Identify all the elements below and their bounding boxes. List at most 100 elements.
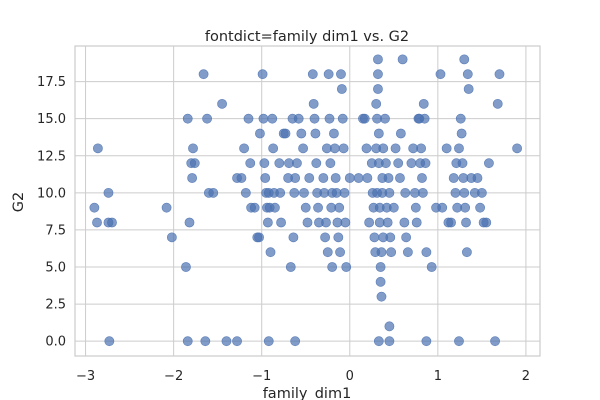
y-tick-label: 15.0 xyxy=(37,112,66,127)
scatter-point xyxy=(362,173,373,183)
scatter-point xyxy=(384,321,395,332)
scatter-point xyxy=(512,143,523,154)
scatter-point xyxy=(399,217,410,228)
scatter-point xyxy=(364,217,375,228)
scatter-point xyxy=(188,143,198,154)
scatter-point xyxy=(395,173,405,183)
y-tick-label: 2.5 xyxy=(45,298,66,313)
scatter-point xyxy=(262,217,273,228)
scatter-point xyxy=(456,128,467,139)
scatter-point xyxy=(338,143,349,154)
chart-title: fontdict=family dim1 vs. G2 xyxy=(205,29,409,45)
scatter-point xyxy=(472,173,483,183)
scatter-point xyxy=(259,158,270,169)
scatter-point xyxy=(461,217,471,228)
scatter-point xyxy=(307,69,318,80)
scatter-point xyxy=(410,202,421,213)
scatter-point xyxy=(419,113,430,124)
scatter-point xyxy=(302,217,313,228)
scatter-point xyxy=(375,262,386,272)
scatter-point xyxy=(257,69,268,80)
scatter-point xyxy=(107,217,117,228)
scatter-point xyxy=(260,173,271,183)
scatter-point xyxy=(384,336,395,347)
scatter-point xyxy=(288,232,299,243)
scatter-point xyxy=(441,143,452,154)
scatter-point xyxy=(330,173,341,183)
scatter-point xyxy=(426,262,437,272)
y-tick-label: 17.5 xyxy=(37,75,66,90)
scatter-point xyxy=(336,69,346,80)
scatter-point xyxy=(390,143,401,154)
scatter-point xyxy=(454,336,464,347)
scatter-point xyxy=(267,113,278,124)
scatter-point xyxy=(198,69,209,80)
scatter-point xyxy=(327,262,338,272)
scatter-point xyxy=(417,173,427,183)
scatter-point xyxy=(293,113,304,124)
scatter-point xyxy=(289,187,300,198)
scatter-point xyxy=(200,336,211,347)
scatter-point xyxy=(181,262,191,272)
scatter-point xyxy=(417,187,428,198)
data-points xyxy=(89,54,523,347)
scatter-point xyxy=(476,187,487,198)
scatter-point xyxy=(292,158,302,169)
scatter-point xyxy=(280,128,291,139)
scatter-point xyxy=(395,128,406,139)
scatter-point xyxy=(92,217,102,228)
scatter-point xyxy=(400,187,411,198)
scatter-point xyxy=(103,187,114,198)
scatter-point xyxy=(182,113,193,124)
scatter-point xyxy=(459,187,470,198)
scatter-point xyxy=(446,217,456,228)
scatter-point xyxy=(254,232,264,243)
scatter-point xyxy=(492,98,503,109)
scatter-point xyxy=(411,217,422,228)
scatter-point xyxy=(459,54,470,65)
x-tick-label: −2 xyxy=(164,369,183,384)
scatter-point xyxy=(373,84,383,94)
scatter-point xyxy=(274,158,285,169)
scatter-point xyxy=(353,173,364,183)
scatter-point xyxy=(437,202,448,213)
scatter-point xyxy=(323,69,334,80)
scatter-point xyxy=(265,247,276,258)
scatter-point xyxy=(243,113,254,124)
scatter-point xyxy=(290,336,301,347)
scatter-point xyxy=(373,128,384,139)
scatter-point xyxy=(490,336,500,347)
scatter-point xyxy=(298,143,308,154)
scatter-point xyxy=(388,202,399,213)
scatter-point xyxy=(263,336,274,347)
scatter-point xyxy=(329,128,339,139)
scatter-point xyxy=(383,173,394,183)
scatter-point xyxy=(296,128,307,139)
scatter-point xyxy=(463,84,474,94)
y-tick-label: 10.0 xyxy=(37,186,66,201)
scatter-point xyxy=(397,54,408,65)
scatter-point xyxy=(276,217,286,228)
scatter-point xyxy=(481,217,492,228)
scatter-point xyxy=(318,173,329,183)
scatter-point xyxy=(421,247,432,258)
scatter-point xyxy=(435,69,446,80)
scatter-point xyxy=(462,247,472,258)
scatter-point xyxy=(376,247,387,258)
y-tick-label: 7.5 xyxy=(45,223,66,238)
scatter-point xyxy=(384,187,395,198)
scatter-point xyxy=(239,143,249,154)
scatter-point xyxy=(268,143,279,154)
scatter-point xyxy=(421,336,432,347)
scatter-point xyxy=(418,98,429,109)
scatter-point xyxy=(462,69,473,80)
scatter-point xyxy=(448,173,459,183)
scatter-point xyxy=(304,173,315,183)
scatter-point xyxy=(457,158,468,169)
scatter-point xyxy=(217,98,227,109)
scatter-point xyxy=(339,187,350,198)
scatter-point xyxy=(416,143,427,154)
scatter-point xyxy=(380,158,391,169)
scatter-point xyxy=(322,247,333,258)
scatter-point xyxy=(202,113,213,124)
